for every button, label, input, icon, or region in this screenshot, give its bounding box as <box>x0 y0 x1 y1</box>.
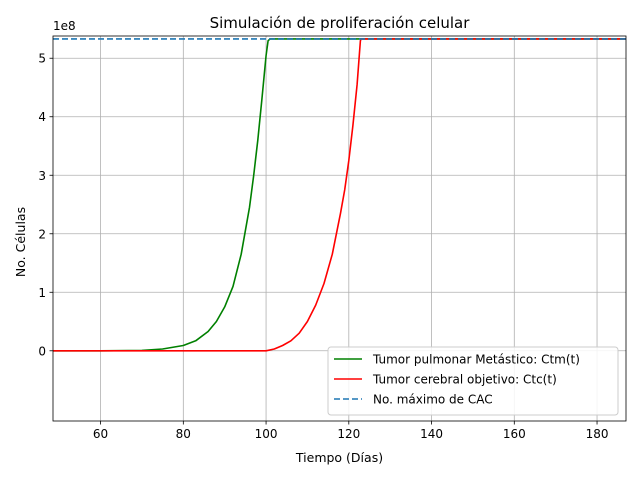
y-tick-label: 4 <box>38 110 46 124</box>
x-tick-label: 140 <box>420 427 443 441</box>
chart-title: Simulación de proliferación celular <box>210 14 471 32</box>
y-tick-label: 5 <box>38 52 46 66</box>
plot-frame <box>52 35 627 422</box>
legend: Tumor pulmonar Metástico: Ctm(t) Tumor ce… <box>327 346 619 416</box>
x-axis-label: Tiempo (Días) <box>295 450 383 465</box>
series-layer <box>53 38 626 352</box>
x-tick-label: 80 <box>176 427 191 441</box>
x-tick-label: 60 <box>93 427 108 441</box>
y-axis-offset-label: 1e8 <box>53 19 76 33</box>
x-tick-label: 160 <box>503 427 526 441</box>
y-axis-label: No. Células <box>13 207 28 277</box>
y-tick-label: 1 <box>38 286 46 300</box>
legend-label: Tumor cerebral objetivo: Ctc(t) <box>372 373 557 387</box>
legend-label: No. máximo de CAC <box>373 393 493 407</box>
y-tick-label: 2 <box>38 227 46 241</box>
x-tick-label: 180 <box>586 427 609 441</box>
y-tick-label: 3 <box>38 169 46 183</box>
tick-layer: 60 80 100 120 140 160 180 0 1 2 3 4 5 <box>38 52 608 441</box>
y-tick-label: 0 <box>38 344 46 358</box>
x-tick-label: 120 <box>337 427 360 441</box>
legend-label: Tumor pulmonar Metástico: Ctm(t) <box>372 353 580 367</box>
series-line-2 <box>53 38 626 352</box>
legend-box <box>327 346 619 416</box>
x-tick-label: 100 <box>255 427 278 441</box>
